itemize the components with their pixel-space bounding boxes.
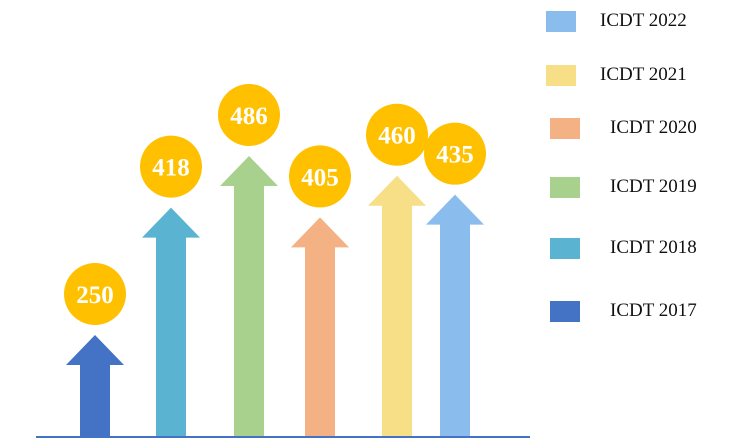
arrow-bar-icdt-2017 [66,335,124,437]
value-badge-circle [289,145,351,208]
legend-label: ICDT 2022 [600,10,687,31]
arrows-group [66,156,484,437]
legend: ICDT 2022 ICDT 2021 ICDT 2020 ICDT 2019 ICDT… [540,0,736,439]
legend-item-icdt-2017: ICDT 2017 [540,296,697,326]
legend-swatch [550,300,580,322]
legend-swatch [550,117,580,139]
legend-label: ICDT 2021 [600,64,687,85]
value-badge-circle [366,103,428,166]
legend-label: ICDT 2019 [610,176,697,197]
arrow-bar-icdt-2022 [426,194,484,437]
value-badge-icdt-2020: 405 [289,145,351,208]
data-label: 460 [378,123,416,150]
value-badge-icdt-2021: 460 [366,103,428,166]
legend-item-icdt-2022: ICDT 2022 [540,6,687,36]
value-badge-icdt-2022: 435 [424,122,486,185]
legend-swatch [546,64,576,86]
data-label: 405 [301,164,339,191]
legend-item-icdt-2020: ICDT 2020 [540,113,697,143]
value-badge-icdt-2017: 250 [64,263,126,325]
legend-swatch [550,237,580,259]
arrow-bar-icdt-2018 [142,207,200,437]
value-badge-icdt-2018: 418 [140,135,202,198]
value-badge-circle [140,135,202,198]
legend-item-icdt-2019: ICDT 2019 [540,172,697,202]
data-label: 435 [436,142,474,169]
data-label: 418 [152,155,190,182]
legend-swatch [550,176,580,198]
arrow-bar-icdt-2019 [220,156,278,437]
data-label: 250 [76,282,114,309]
arrow-bar-icdt-2020 [291,217,349,437]
legend-item-icdt-2018: ICDT 2018 [540,233,697,263]
data-label: 486 [230,103,268,130]
legend-label: ICDT 2018 [610,237,697,258]
legend-label: ICDT 2017 [610,300,697,321]
value-badge-circle [218,84,280,146]
arrow-bar-icdt-2021 [368,175,426,437]
legend-swatch [546,10,576,32]
value-badge-icdt-2019: 486 [218,84,280,146]
value-badge-circle [64,263,126,325]
legend-label: ICDT 2020 [610,117,697,138]
value-badge-circle [424,122,486,185]
value-badges-group: 250 418 486 405 460 435 [64,84,486,325]
legend-item-icdt-2021: ICDT 2021 [540,60,687,90]
